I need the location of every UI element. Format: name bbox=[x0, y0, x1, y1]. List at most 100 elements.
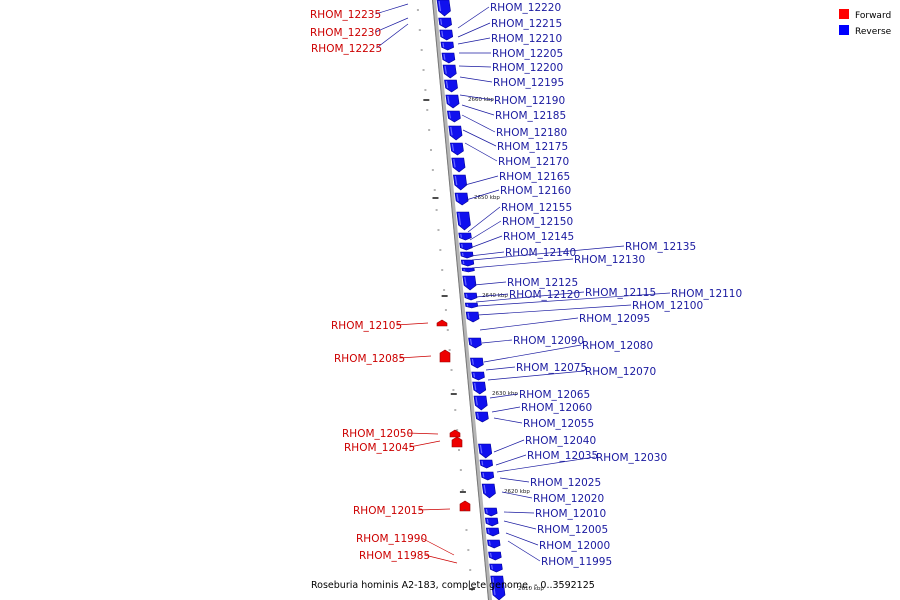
reverse-gene-label: RHOM_12190 bbox=[494, 95, 565, 107]
reverse-gene-block-7 bbox=[445, 94, 460, 109]
reverse-gene-highlight-28 bbox=[475, 396, 478, 406]
reverse-gene-highlight-2 bbox=[441, 30, 444, 37]
reverse-leader-line bbox=[461, 114, 496, 133]
reverse-leader-line bbox=[477, 292, 671, 307]
reverse-gene-highlight-7 bbox=[447, 95, 450, 104]
forward-gene-label: RHOM_11990 bbox=[356, 533, 427, 545]
reverse-gene-label: RHOM_12145 bbox=[503, 231, 574, 243]
reverse-gene-highlight-35 bbox=[486, 518, 489, 524]
reverse-leader-line bbox=[471, 245, 625, 261]
reverse-leader-line bbox=[459, 76, 493, 83]
reverse-gene-label: RHOM_12205 bbox=[492, 48, 563, 60]
reverse-leader-line bbox=[496, 456, 596, 473]
forward-leader-line bbox=[399, 355, 432, 359]
reverse-gene-highlight-13 bbox=[456, 193, 459, 202]
reverse-gene-label: RHOM_12170 bbox=[498, 156, 569, 168]
reverse-gene-block-21 bbox=[464, 292, 478, 301]
reverse-leader-line bbox=[503, 511, 535, 514]
reverse-leader-line bbox=[467, 206, 501, 233]
reverse-gene-label: RHOM_12150 bbox=[502, 216, 573, 228]
reverse-gene-highlight-23 bbox=[467, 312, 470, 319]
reverse-gene-label: RHOM_12140 bbox=[505, 247, 576, 259]
forward-leader-line bbox=[421, 537, 455, 556]
reverse-gene-highlight-27 bbox=[474, 382, 477, 391]
forward-leader-line bbox=[418, 508, 451, 511]
reverse-gene-label: RHOM_12200 bbox=[492, 62, 563, 74]
reverse-gene-block-2 bbox=[439, 29, 454, 41]
reverse-gene-label: RHOM_12005 bbox=[537, 524, 608, 536]
reverse-gene-label: RHOM_12000 bbox=[539, 540, 610, 552]
backbone-line bbox=[431, 0, 493, 600]
reverse-gene-highlight-10 bbox=[451, 143, 455, 152]
reverse-gene-label: RHOM_12020 bbox=[533, 493, 604, 505]
reverse-leader-line bbox=[489, 393, 519, 399]
reverse-gene-highlight-33 bbox=[483, 484, 487, 494]
reverse-gene-block-4 bbox=[441, 52, 456, 64]
reverse-leader-line bbox=[473, 281, 507, 286]
forward-gene-label: RHOM_12235 bbox=[310, 9, 381, 21]
reverse-gene-highlight-30 bbox=[479, 444, 483, 454]
reverse-gene-block-29 bbox=[475, 411, 489, 423]
forward-gene-label: RHOM_11985 bbox=[359, 550, 430, 562]
forward-leader-line bbox=[376, 23, 409, 49]
reverse-leader-line bbox=[493, 439, 525, 453]
reverse-gene-highlight-29 bbox=[476, 412, 479, 419]
reverse-gene-highlight-40 bbox=[492, 576, 496, 596]
reverse-leader-line bbox=[505, 532, 539, 546]
reverse-gene-label: RHOM_12030 bbox=[596, 452, 667, 464]
reverse-leader-line bbox=[464, 175, 499, 186]
reverse-leader-line bbox=[493, 417, 523, 424]
reverse-gene-block-9 bbox=[448, 125, 463, 141]
reverse-leader-line bbox=[481, 339, 513, 344]
reverse-gene-block-36 bbox=[485, 527, 500, 537]
reverse-gene-block-6 bbox=[444, 79, 458, 93]
backbone-edge bbox=[431, 0, 490, 600]
forward-leader-line bbox=[375, 17, 409, 33]
tick-label-1: 2650 kbp bbox=[474, 195, 500, 201]
reverse-gene-block-0 bbox=[436, 0, 451, 17]
reverse-gene-block-13 bbox=[454, 192, 469, 206]
reverse-gene-highlight-8 bbox=[448, 111, 451, 119]
reverse-leader-line bbox=[485, 366, 516, 371]
reverse-gene-label: RHOM_12120 bbox=[509, 289, 580, 301]
tick-marks: 2660 kbp 2650 kbp 2640 kbp 2630 kbp 2620 kbp… bbox=[416, 9, 544, 592]
reverse-gene-label: RHOM_12180 bbox=[496, 127, 567, 139]
reverse-leader-line bbox=[507, 540, 541, 562]
reverse-leader-line bbox=[487, 370, 585, 381]
forward-gene-label: RHOM_12105 bbox=[331, 320, 402, 332]
reverse-gene-highlight-37 bbox=[488, 540, 491, 546]
forward-leader-line bbox=[375, 3, 409, 15]
reverse-gene-highlight-4 bbox=[443, 53, 446, 60]
label-leader-lines bbox=[375, 3, 671, 564]
reverse-gene-highlight-0 bbox=[438, 0, 442, 12]
reverse-gene-block-26 bbox=[471, 371, 485, 381]
reverse-gene-label: RHOM_12210 bbox=[491, 33, 562, 45]
reverse-gene-highlight-36 bbox=[487, 528, 490, 534]
reverse-gene-block-39 bbox=[489, 563, 503, 573]
reverse-gene-label: RHOM_12070 bbox=[585, 366, 656, 378]
forward-gene-label: RHOM_12045 bbox=[344, 442, 415, 454]
reverse-gene-block-37 bbox=[487, 539, 501, 549]
reverse-gene-block-17 bbox=[460, 251, 474, 259]
reverse-gene-block-22 bbox=[464, 302, 479, 309]
reverse-gene-label: RHOM_12215 bbox=[491, 18, 562, 30]
reverse-gene-label: RHOM_12135 bbox=[625, 241, 696, 253]
genome-caption: Roseburia hominis A2-183, complete genom… bbox=[311, 580, 595, 591]
reverse-leader-line bbox=[457, 22, 491, 38]
forward-gene-label: RHOM_12050 bbox=[342, 428, 413, 440]
tick-label-0: 2660 kbp bbox=[468, 97, 494, 103]
reverse-gene-block-27 bbox=[472, 381, 487, 395]
reverse-gene-blocks bbox=[436, 0, 506, 600]
tick-label-2: 2640 kbp bbox=[482, 293, 508, 299]
reverse-gene-block-31 bbox=[479, 459, 494, 469]
reverse-gene-highlight-20 bbox=[464, 276, 467, 286]
reverse-gene-block-12 bbox=[452, 174, 468, 191]
legend-label-forward: Forward bbox=[855, 11, 891, 21]
reverse-gene-block-11 bbox=[451, 157, 466, 173]
reverse-gene-block-14 bbox=[456, 211, 471, 231]
reverse-gene-highlight-26 bbox=[473, 372, 476, 378]
reverse-gene-label: RHOM_11995 bbox=[541, 556, 612, 568]
reverse-gene-highlight-32 bbox=[482, 472, 485, 478]
forward-gene-block-2 bbox=[449, 429, 461, 438]
